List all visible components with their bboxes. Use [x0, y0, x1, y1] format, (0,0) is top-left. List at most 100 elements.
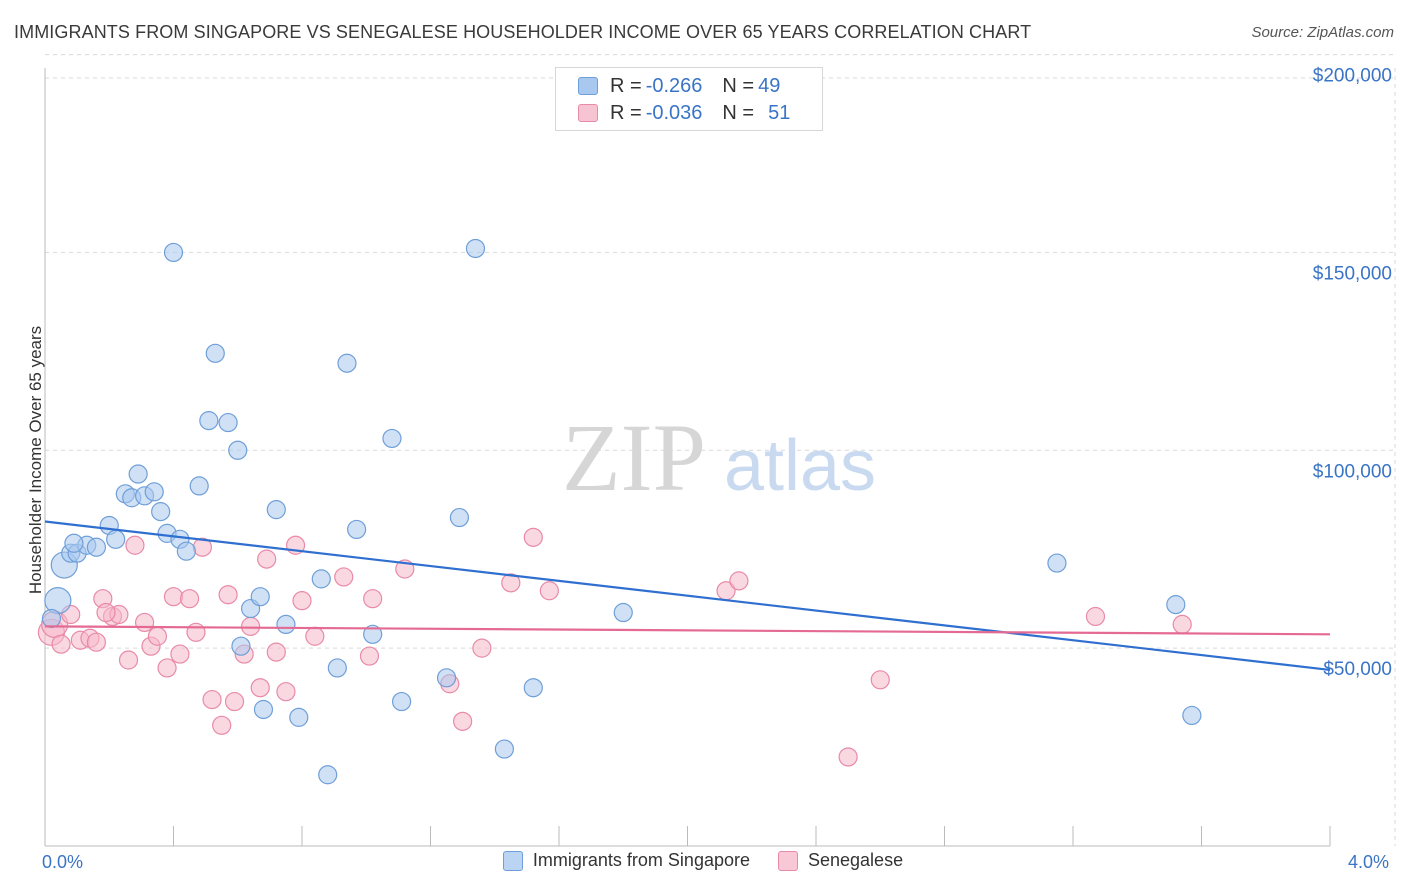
- singapore-point: [494, 739, 514, 759]
- pink-swatch: [578, 104, 598, 122]
- singapore-point: [391, 691, 412, 712]
- singapore-point: [106, 529, 126, 549]
- singapore-point: [228, 440, 248, 460]
- legend-item-senegalese[interactable]: Senegalese: [778, 850, 903, 871]
- grid-lines: [45, 54, 1396, 846]
- x-tick-label-max: 4.0%: [1348, 852, 1390, 872]
- senegalese-point: [305, 626, 325, 646]
- singapore-point: [253, 699, 274, 720]
- singapore-point: [347, 519, 367, 540]
- y-tick-label: $50,000: [1323, 659, 1392, 680]
- singapore-point: [41, 608, 62, 629]
- senegalese-point: [218, 585, 238, 605]
- singapore-point: [613, 602, 633, 623]
- senegalese-point: [86, 632, 107, 652]
- singapore-point: [436, 668, 457, 688]
- singapore-point: [1047, 553, 1067, 573]
- legend-row-senegalese: R = -0.036 N = 51: [578, 100, 790, 126]
- n-value: 51: [768, 101, 791, 124]
- singapore-point: [289, 707, 309, 727]
- singapore-point: [144, 482, 164, 502]
- r-value: -0.036: [645, 101, 703, 124]
- singapore-point: [311, 569, 331, 589]
- series-legend: Immigrants from Singapore Senegalese: [0, 850, 1406, 871]
- trend-line-senegalese: [44, 625, 1331, 636]
- r-label: R =: [610, 101, 642, 124]
- singapore-point: [199, 411, 219, 431]
- pink-swatch: [778, 850, 798, 871]
- singapore-point: [218, 412, 238, 433]
- watermark: ZIP atlas: [562, 404, 876, 511]
- singapore-point: [128, 464, 148, 484]
- senegalese-point: [334, 567, 354, 587]
- senegalese-point: [241, 616, 261, 636]
- y-tick-label: $100,000: [1313, 461, 1392, 482]
- senegalese-point: [359, 646, 380, 666]
- senegalese-point: [170, 644, 190, 664]
- singapore-point: [176, 541, 196, 561]
- axes: [44, 68, 1331, 847]
- senegalese-point: [539, 581, 559, 601]
- r-label: R =: [610, 74, 642, 97]
- singapore-point: [1182, 705, 1202, 726]
- singapore-point: [1166, 595, 1186, 615]
- senegalese-point: [157, 658, 177, 678]
- senegalese-point: [523, 527, 543, 547]
- series-senegalese-points: [37, 527, 1192, 767]
- senegalese-point: [292, 591, 312, 611]
- n-label: N =: [722, 101, 755, 124]
- singapore-point: [363, 624, 383, 644]
- senegalese-point: [179, 589, 200, 609]
- senegalese-point: [51, 634, 71, 654]
- watermark-atlas: atlas: [724, 426, 876, 506]
- senegalese-point: [250, 678, 270, 698]
- senegalese-point: [838, 747, 858, 767]
- senegalese-point: [1172, 614, 1192, 635]
- singapore-point: [276, 614, 296, 635]
- x-tick-label-min: 0.0%: [42, 852, 84, 872]
- trend-line-singapore: [44, 520, 1331, 671]
- r-value: -0.266: [645, 74, 703, 97]
- singapore-point: [64, 533, 84, 553]
- senegalese-point: [202, 689, 222, 710]
- blue-swatch: [502, 850, 523, 871]
- singapore-point: [231, 636, 251, 656]
- legend-label-singapore: Immigrants from Singapore: [532, 850, 750, 870]
- watermark-zip: ZIP: [562, 404, 706, 511]
- senegalese-point: [186, 622, 206, 642]
- senegalese-point: [453, 711, 473, 731]
- senegalese-point: [134, 612, 155, 633]
- singapore-point: [86, 537, 107, 557]
- senegalese-point: [276, 682, 296, 702]
- legend-label-senegalese: Senegalese: [808, 850, 904, 870]
- singapore-point: [382, 428, 402, 449]
- series-singapore-points: [41, 238, 1202, 785]
- n-value: 49: [758, 74, 781, 97]
- senegalese-point: [125, 535, 145, 555]
- senegalese-point: [266, 642, 286, 662]
- senegalese-point: [1085, 606, 1106, 627]
- correlation-legend: R = -0.266 N = 49 R = -0.036 N = 51: [555, 67, 823, 131]
- legend-item-singapore[interactable]: Immigrants from Singapore: [502, 850, 750, 871]
- senegalese-point: [163, 587, 184, 607]
- senegalese-point: [96, 602, 116, 623]
- singapore-point: [189, 476, 209, 496]
- singapore-point: [523, 678, 543, 698]
- chart-title: IMMIGRANTS FROM SINGAPORE VS SENEGALESE …: [14, 22, 1032, 42]
- singapore-point: [163, 242, 184, 263]
- singapore-point: [449, 507, 470, 528]
- singapore-point: [205, 343, 225, 363]
- senegalese-point: [224, 691, 245, 712]
- y-tick-labels: $50,000 $100,000 $150,000 $200,000: [1313, 66, 1392, 681]
- singapore-point: [327, 658, 347, 678]
- trend-lines: [44, 520, 1331, 671]
- source-label: Source: ZipAtlas.com: [1251, 24, 1394, 41]
- legend-row-singapore: R = -0.266 N = 49: [578, 73, 780, 99]
- singapore-point: [266, 500, 286, 520]
- senegalese-point: [212, 715, 232, 735]
- senegalese-point: [363, 589, 383, 609]
- n-label: N =: [722, 74, 755, 97]
- singapore-point: [465, 238, 486, 259]
- senegalese-point: [501, 573, 521, 593]
